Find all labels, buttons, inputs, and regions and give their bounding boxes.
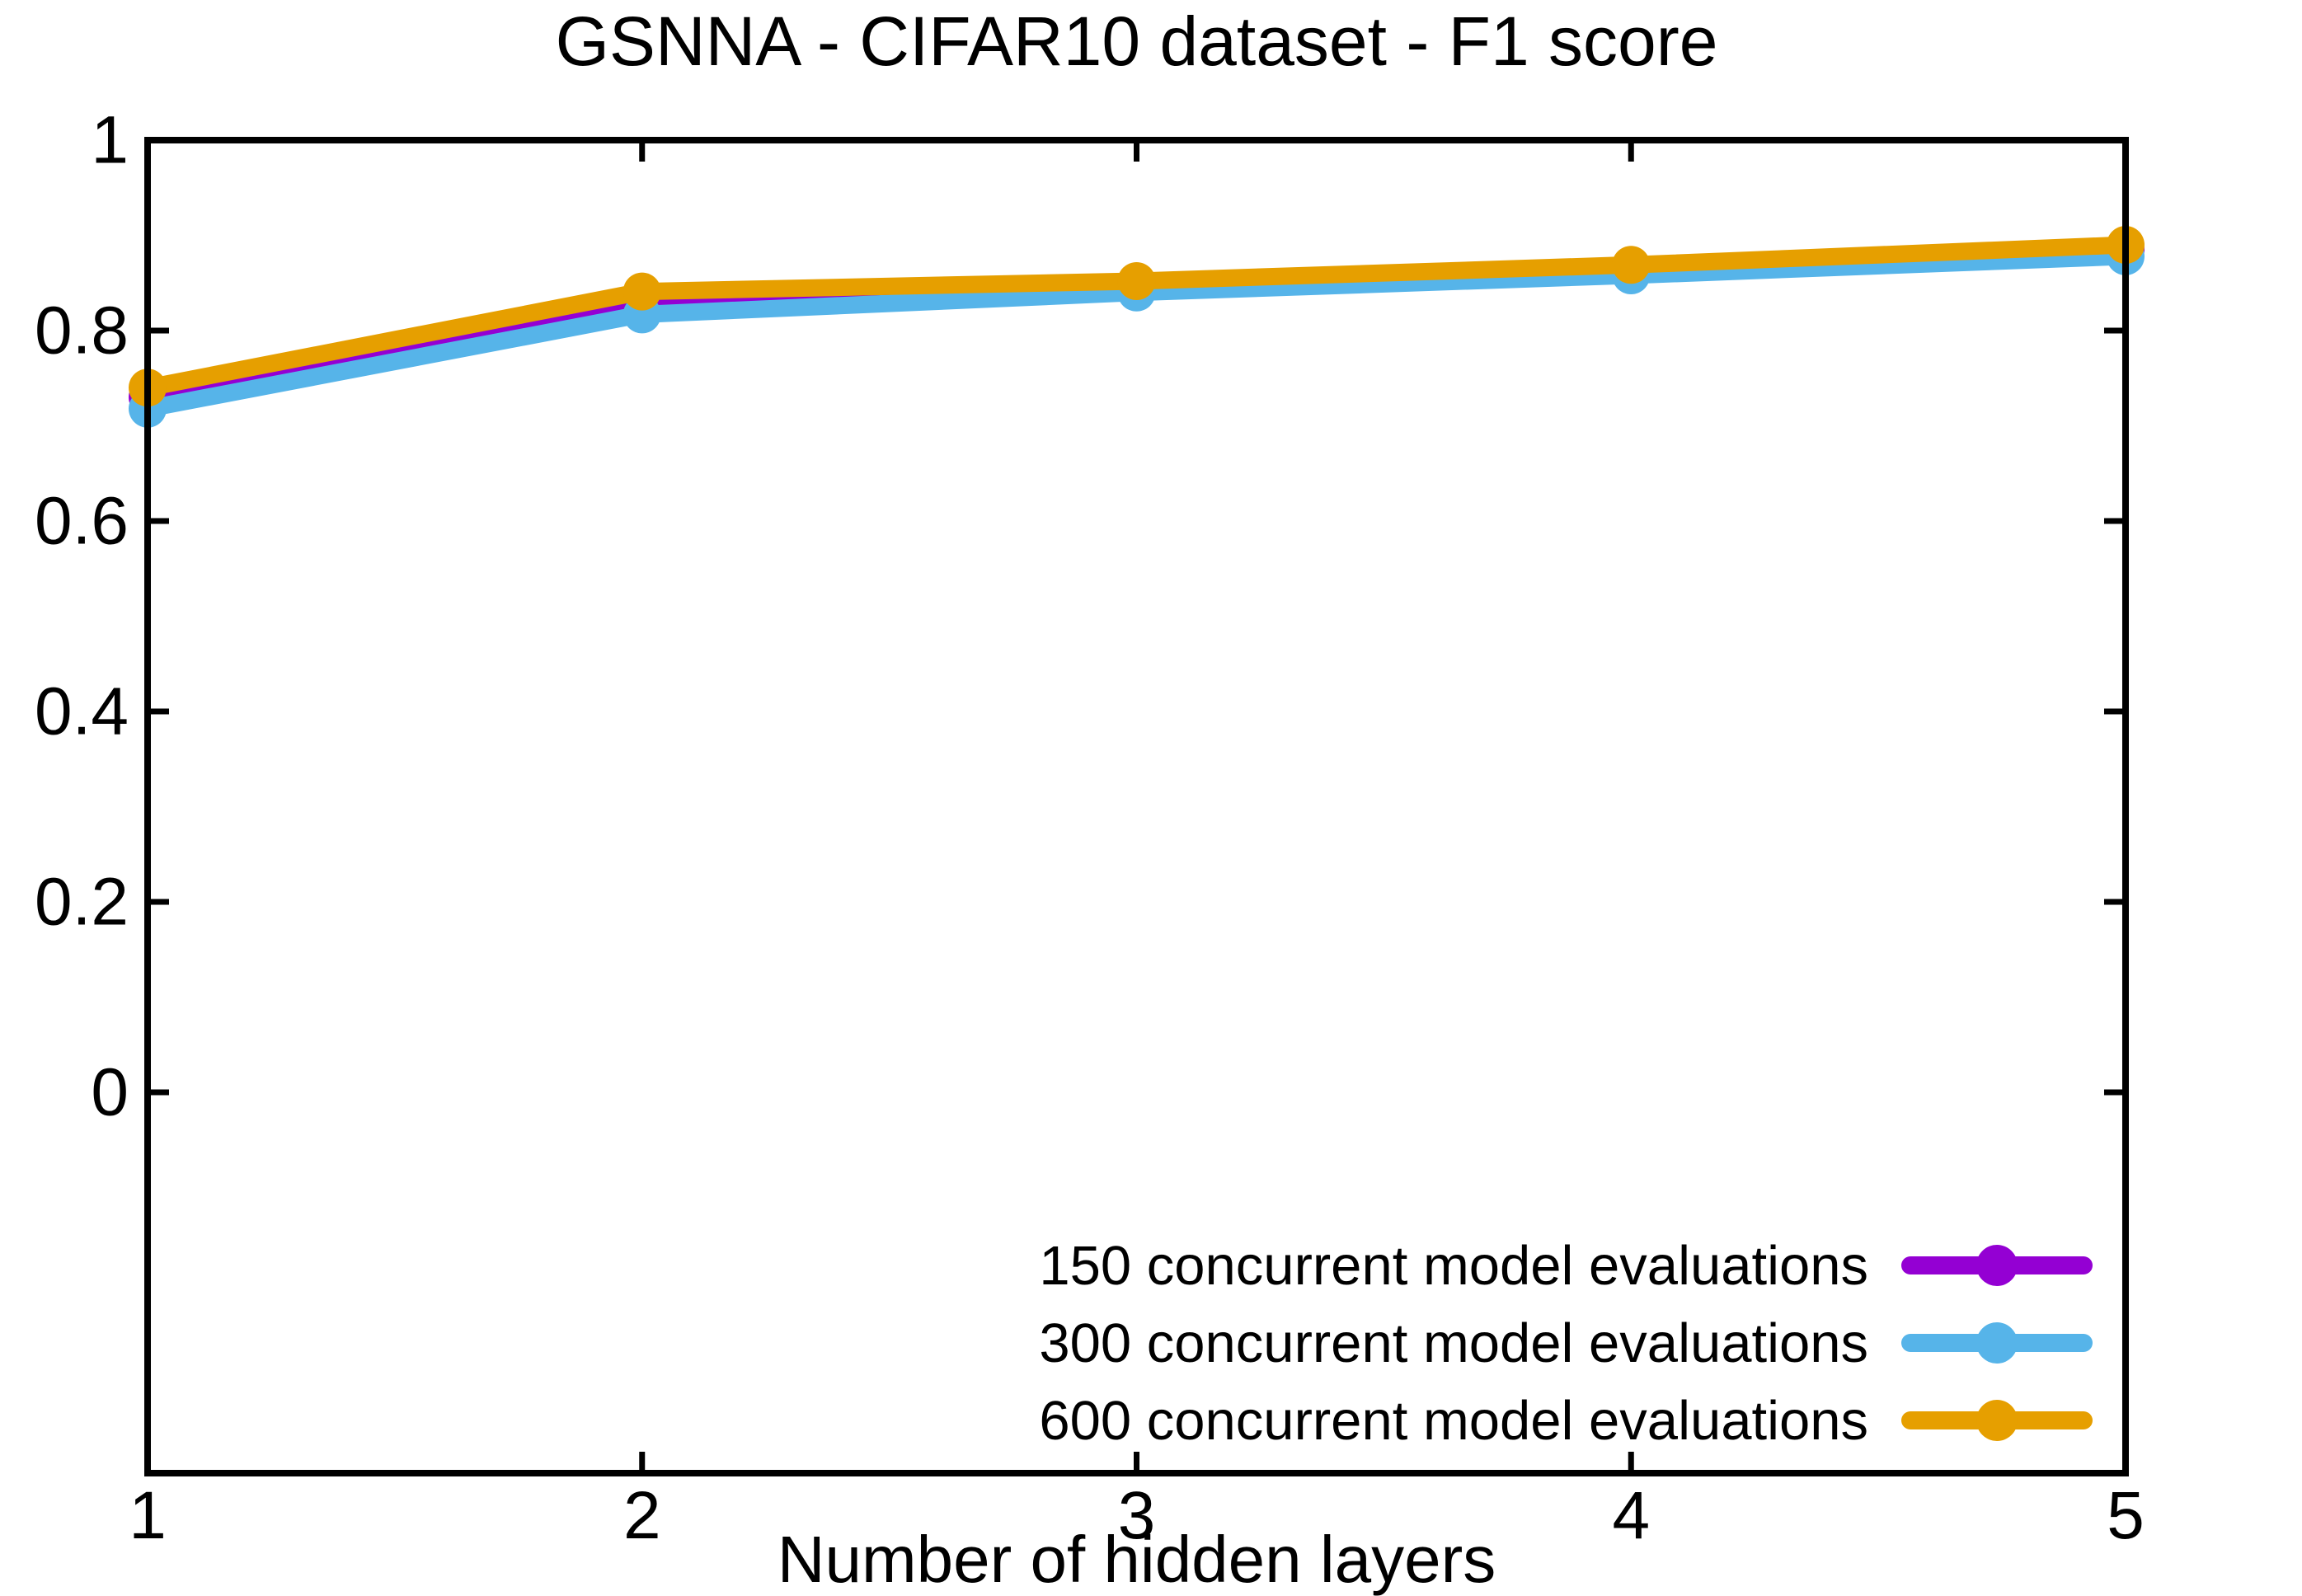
x-tick-label: 1 <box>129 1478 167 1553</box>
x-tick-label: 5 <box>2107 1478 2145 1553</box>
legend-label: 300 concurrent model evaluations <box>1039 1312 1868 1374</box>
y-tick-label: 0.2 <box>35 865 129 940</box>
chart-title: GSNNA - CIFAR10 dataset - F1 score <box>555 2 1718 80</box>
legend-label: 150 concurrent model evaluations <box>1039 1234 1868 1297</box>
y-tick-label: 0.8 <box>35 293 129 368</box>
legend-item-150: 150 concurrent model evaluations <box>1039 1227 2094 1304</box>
legend-marker-circle-icon <box>1976 1322 2018 1364</box>
x-tick-label: 4 <box>1612 1478 1650 1553</box>
x-tick-label: 2 <box>623 1478 661 1553</box>
legend-label: 600 concurrent model evaluations <box>1039 1389 1868 1452</box>
legend-item-600: 600 concurrent model evaluations <box>1039 1382 2094 1459</box>
x-axis-title: Number of hidden layers <box>777 1523 1496 1596</box>
legend-sample-line <box>1901 1400 2093 1441</box>
legend-item-300: 300 concurrent model evaluations <box>1039 1304 2094 1382</box>
plot-border <box>144 137 2129 1476</box>
legend-marker-circle-icon <box>1976 1245 2018 1286</box>
x-tick-label: 3 <box>1118 1478 1156 1553</box>
y-tick-label: 0.4 <box>35 674 129 749</box>
y-tick-label: 1 <box>91 103 129 178</box>
legend: 150 concurrent model evaluations 300 con… <box>1039 1227 2094 1459</box>
y-tick-label: 0 <box>91 1055 129 1130</box>
series-2-data-point <box>1612 246 1651 284</box>
legend-marker-circle-icon <box>1976 1400 2018 1441</box>
series-2-data-point <box>622 272 661 311</box>
legend-sample-line <box>1901 1245 2093 1286</box>
legend-sample-line <box>1901 1322 2093 1364</box>
series-2-data-point <box>1117 261 1156 300</box>
y-tick-label: 0.6 <box>35 484 129 559</box>
